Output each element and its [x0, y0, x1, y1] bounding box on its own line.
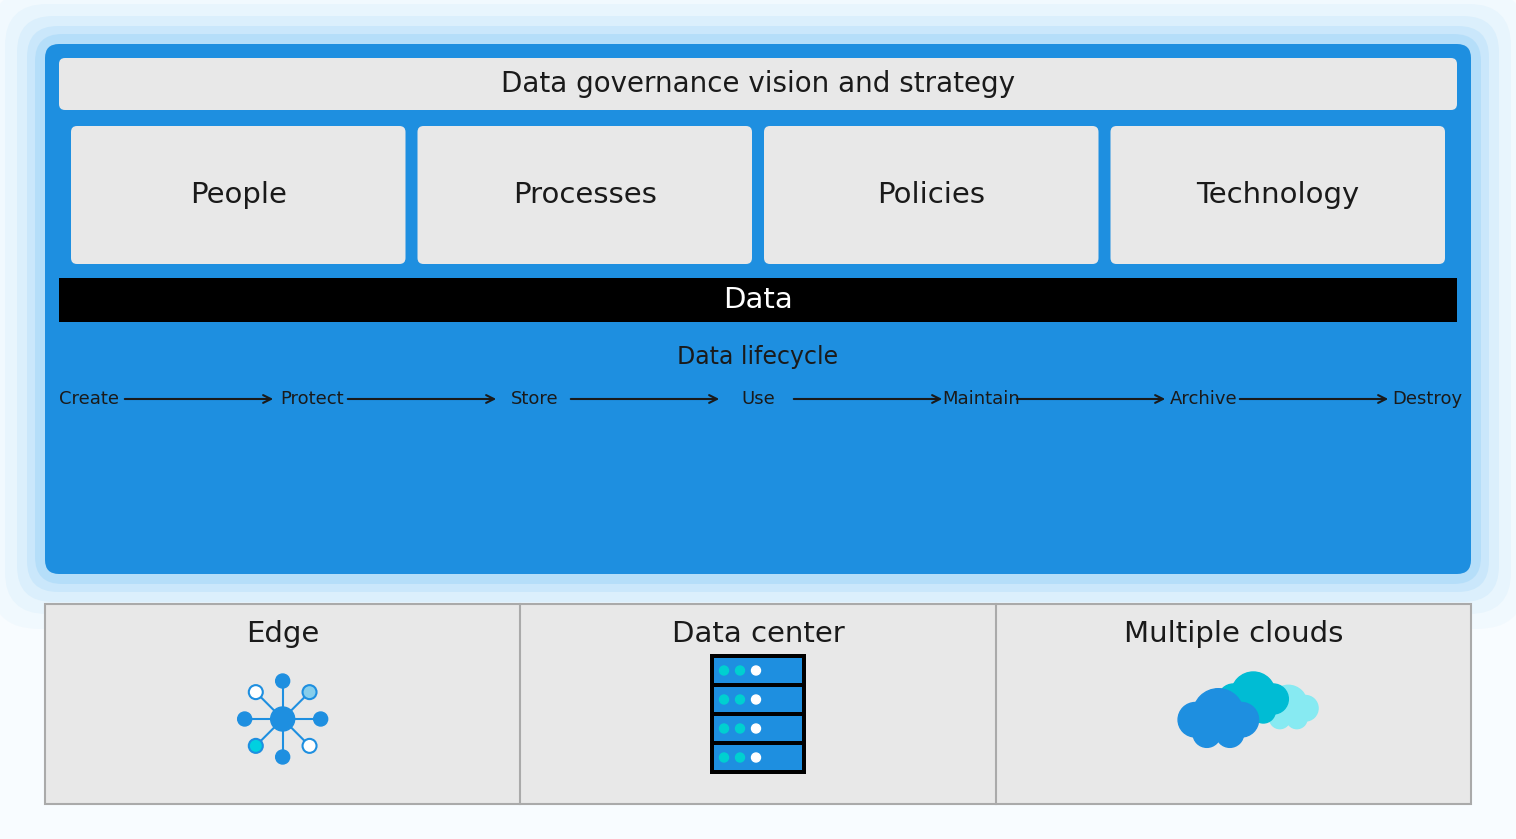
Circle shape: [1231, 672, 1275, 716]
Bar: [714, 716, 802, 741]
FancyBboxPatch shape: [58, 56, 1458, 562]
Text: Data: Data: [723, 286, 793, 314]
Text: Edge: Edge: [246, 620, 320, 648]
Circle shape: [1193, 720, 1220, 748]
Circle shape: [1269, 685, 1307, 722]
Text: Destroy: Destroy: [1392, 390, 1461, 408]
FancyBboxPatch shape: [417, 126, 752, 264]
Circle shape: [752, 666, 761, 675]
Circle shape: [735, 724, 744, 733]
Circle shape: [1287, 708, 1307, 728]
Circle shape: [735, 753, 744, 762]
Circle shape: [720, 724, 729, 733]
Circle shape: [1231, 699, 1255, 723]
Text: Create: Create: [59, 390, 118, 408]
FancyBboxPatch shape: [35, 34, 1481, 584]
Text: People: People: [190, 181, 287, 209]
Text: Technology: Technology: [1196, 181, 1360, 209]
FancyBboxPatch shape: [764, 126, 1099, 264]
Bar: [714, 687, 802, 712]
Text: Multiple clouds: Multiple clouds: [1123, 620, 1343, 648]
Circle shape: [1193, 689, 1243, 739]
Circle shape: [1293, 696, 1317, 721]
Circle shape: [752, 695, 761, 704]
Bar: [714, 658, 802, 683]
Circle shape: [314, 712, 327, 726]
Text: Data lifecycle: Data lifecycle: [678, 345, 838, 369]
Text: Data governance vision and strategy: Data governance vision and strategy: [500, 70, 1016, 98]
Circle shape: [1258, 696, 1284, 721]
Text: Store: Store: [511, 390, 559, 408]
FancyBboxPatch shape: [5, 4, 1511, 614]
Text: Policies: Policies: [878, 181, 985, 209]
FancyBboxPatch shape: [59, 58, 1457, 110]
Circle shape: [276, 750, 290, 764]
Circle shape: [720, 695, 729, 704]
Circle shape: [1219, 684, 1248, 714]
Circle shape: [303, 685, 317, 699]
Circle shape: [735, 666, 744, 675]
Text: Maintain: Maintain: [941, 390, 1020, 408]
Circle shape: [238, 712, 252, 726]
Text: Processes: Processes: [512, 181, 656, 209]
FancyBboxPatch shape: [27, 26, 1489, 592]
Circle shape: [276, 674, 290, 688]
Text: Data center: Data center: [672, 620, 844, 648]
FancyBboxPatch shape: [17, 16, 1499, 602]
Bar: [59, 278, 1457, 322]
Circle shape: [1178, 702, 1213, 737]
Circle shape: [303, 739, 317, 753]
Bar: [714, 745, 802, 770]
FancyBboxPatch shape: [1111, 126, 1445, 264]
Circle shape: [1269, 708, 1290, 728]
Text: Protect: Protect: [280, 390, 344, 408]
Circle shape: [1216, 720, 1243, 748]
Circle shape: [271, 707, 294, 731]
Circle shape: [1258, 684, 1289, 714]
Bar: [45, 604, 1471, 804]
Circle shape: [752, 724, 761, 733]
Circle shape: [1223, 702, 1258, 737]
FancyBboxPatch shape: [45, 44, 1471, 574]
Circle shape: [249, 739, 262, 753]
FancyBboxPatch shape: [71, 126, 405, 264]
Circle shape: [249, 685, 262, 699]
Text: Archive: Archive: [1170, 390, 1237, 408]
Circle shape: [752, 753, 761, 762]
Circle shape: [720, 753, 729, 762]
Text: Use: Use: [741, 390, 775, 408]
Circle shape: [1251, 699, 1275, 723]
Bar: [709, 654, 807, 774]
Circle shape: [720, 666, 729, 675]
Circle shape: [735, 695, 744, 704]
